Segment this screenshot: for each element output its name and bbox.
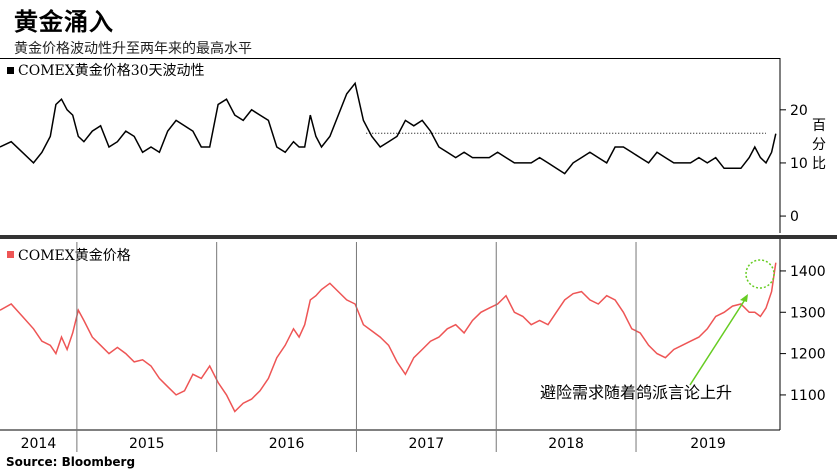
volatility-y-tick-label: 10 [790,156,808,172]
x-tick-label: 2019 [690,436,726,452]
price-y-tick-label: 1300 [790,305,826,321]
price-series-line [0,262,777,413]
price-y-ticks: 1100 1200 1300 1400 [780,264,826,404]
volatility-legend-label: COMEX黄金价格30天波动性 [18,62,205,79]
price-y-tick-label: 1100 [790,388,826,404]
price-legend-label: COMEX黄金价格 [18,247,131,264]
x-tick-label: 2014 [21,436,57,452]
annotation-arrow [689,297,747,386]
volatility-y-axis-label: 百分比 [812,118,826,172]
page-subtitle: 黄金价格波动性升至两年来的最高水平 [14,41,252,57]
x-tick-label: 2015 [129,436,165,452]
volatility-series-line [0,81,777,175]
volatility-y-ticks: 0 10 20 [780,103,808,225]
x-tick-label: 2016 [269,436,305,452]
volatility-legend-swatch [7,67,14,74]
x-tick-label: 2018 [548,436,584,452]
highlight-circle [745,259,775,289]
annotation-arrowhead [740,294,748,302]
volatility-y-tick-label: 20 [790,103,808,119]
price-y-tick-label: 1400 [790,264,826,280]
top-panel-border [0,58,780,59]
price-legend-swatch [7,251,14,258]
x-tick-label: 2017 [409,436,445,452]
panel-divider [0,235,837,239]
source-note: Source: Bloomberg [6,455,136,469]
volatility-y-tick-label: 0 [790,209,799,225]
x-axis: 2014 2015 2016 2017 2018 2019 [21,242,726,452]
price-y-tick-label: 1200 [790,347,826,363]
page-title: 黄金涌入 [14,8,114,36]
